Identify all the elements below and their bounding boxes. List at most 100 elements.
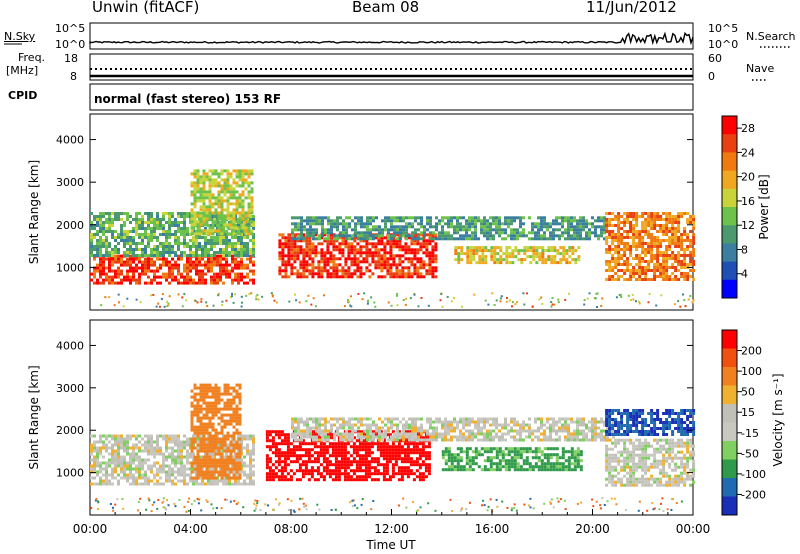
power-echo-cell: [120, 254, 123, 258]
power-echo-cell: [671, 236, 675, 239]
velocity-echo-cell: [364, 466, 368, 470]
velocity-echo-cell: [111, 470, 114, 474]
power-echo-cell: [435, 228, 438, 232]
power-echo-cell: [217, 205, 221, 209]
power-echo-cell: [147, 239, 150, 242]
power-echo-cell: [680, 266, 684, 269]
power-echo-cell: [626, 242, 630, 245]
velocity-echo-cell: [394, 454, 398, 458]
power-noise-cell: [270, 292, 273, 295]
velocity-echo-cell: [190, 440, 194, 444]
power-echo-cell: [422, 263, 426, 267]
power-echo-cell: [299, 251, 303, 255]
power-echo-cell: [129, 245, 132, 248]
power-echo-cell: [138, 266, 141, 270]
power-echo-cell: [674, 233, 678, 236]
power-echo-cell: [389, 266, 393, 270]
power-echo-cell: [327, 231, 330, 235]
velocity-echo-cell: [364, 442, 368, 446]
power-echo-cell: [647, 263, 651, 266]
power-echo-cell: [320, 272, 324, 276]
power-echo-cell: [327, 237, 330, 241]
power-echo-cell: [591, 231, 594, 235]
power-echo-cell: [302, 254, 306, 258]
velocity-echo-cell: [183, 473, 186, 477]
power-echo-cell: [287, 248, 291, 252]
velocity-echo-cell: [177, 455, 180, 459]
velocity-echo-cell: [277, 433, 281, 437]
power-echo-cell: [689, 263, 693, 266]
power-echo-cell: [353, 251, 357, 255]
velocity-echo-cell: [271, 463, 275, 467]
velocity-echo-cell: [352, 460, 356, 464]
power-echo-cell: [244, 229, 248, 233]
velocity-echo-cell: [226, 449, 230, 453]
power-echo-cell: [387, 219, 390, 223]
power-echo-cell: [374, 266, 378, 270]
power-echo-cell: [129, 230, 132, 233]
velocity-echo-cell: [235, 446, 239, 450]
power-echo-cell: [647, 248, 651, 251]
power-echo-cell: [300, 234, 303, 238]
power-echo-cell: [629, 236, 633, 239]
power-echo-cell: [281, 245, 285, 249]
velocity-echo-cell: [205, 449, 209, 453]
power-echo-cell: [336, 222, 339, 226]
power-echo-cell: [341, 266, 345, 270]
power-echo-cell: [369, 231, 372, 235]
power-echo-cell: [541, 261, 545, 265]
velocity-echo-cell: [301, 472, 305, 476]
power-echo-cell: [362, 239, 366, 243]
power-echo-cell: [226, 184, 230, 188]
velocity-echo-cell: [214, 428, 218, 432]
power-echo-cell: [205, 175, 209, 179]
velocity-echo-cell: [355, 454, 359, 458]
velocity-echo-cell: [132, 467, 135, 471]
velocity-echo-cell: [114, 458, 117, 462]
power-echo-cell: [611, 242, 615, 245]
power-echo-cell: [235, 199, 239, 203]
velocity-echo-cell: [249, 470, 252, 474]
power-echo-cell: [377, 242, 381, 246]
velocity-echo-cell: [199, 389, 203, 393]
velocity-echo-cell: [174, 440, 177, 444]
power-echo-cell: [126, 248, 129, 251]
power-echo-cell: [632, 269, 636, 272]
velocity-echo-cell: [180, 461, 183, 465]
power-echo-cell: [338, 275, 342, 279]
power-noise-cell: [295, 299, 298, 302]
power-echo-cell: [192, 254, 195, 257]
power-echo-cell: [419, 272, 423, 276]
power-echo-cell: [620, 275, 624, 278]
power-echo-cell: [407, 257, 411, 261]
velocity-echo-cell: [190, 464, 194, 468]
power-noise-cell: [600, 305, 603, 307]
power-echo-cell: [138, 227, 141, 230]
power-echo-cell: [186, 275, 189, 279]
power-echo-cell: [484, 255, 488, 259]
power-echo-cell: [320, 257, 324, 261]
power-echo-cell: [360, 219, 363, 223]
velocity-echo-cell: [229, 419, 233, 423]
power-echo-cell: [359, 254, 363, 258]
velocity-echo-cell: [205, 389, 209, 393]
power-echo-cell: [99, 248, 102, 251]
velocity-echo-cell: [196, 404, 200, 408]
power-echo-cell: [567, 222, 570, 226]
power-echo-cell: [668, 227, 672, 230]
power-echo-cell: [431, 245, 435, 249]
power-echo-cell: [211, 193, 215, 197]
power-echo-cell: [99, 251, 102, 254]
power-noise-cell: [117, 293, 120, 296]
velocity-echo-cell: [201, 479, 204, 483]
power-echo-cell: [132, 257, 135, 261]
power-echo-cell: [159, 254, 162, 257]
velocity-echo-cell: [301, 439, 305, 443]
power-echo-cell: [323, 239, 327, 243]
power-echo-cell: [689, 230, 693, 233]
power-echo-cell: [315, 219, 318, 223]
power-echo-cell: [495, 228, 498, 232]
power-echo-cell: [372, 228, 375, 232]
velocity-echo-cell: [298, 463, 302, 467]
power-echo-cell: [102, 257, 105, 261]
